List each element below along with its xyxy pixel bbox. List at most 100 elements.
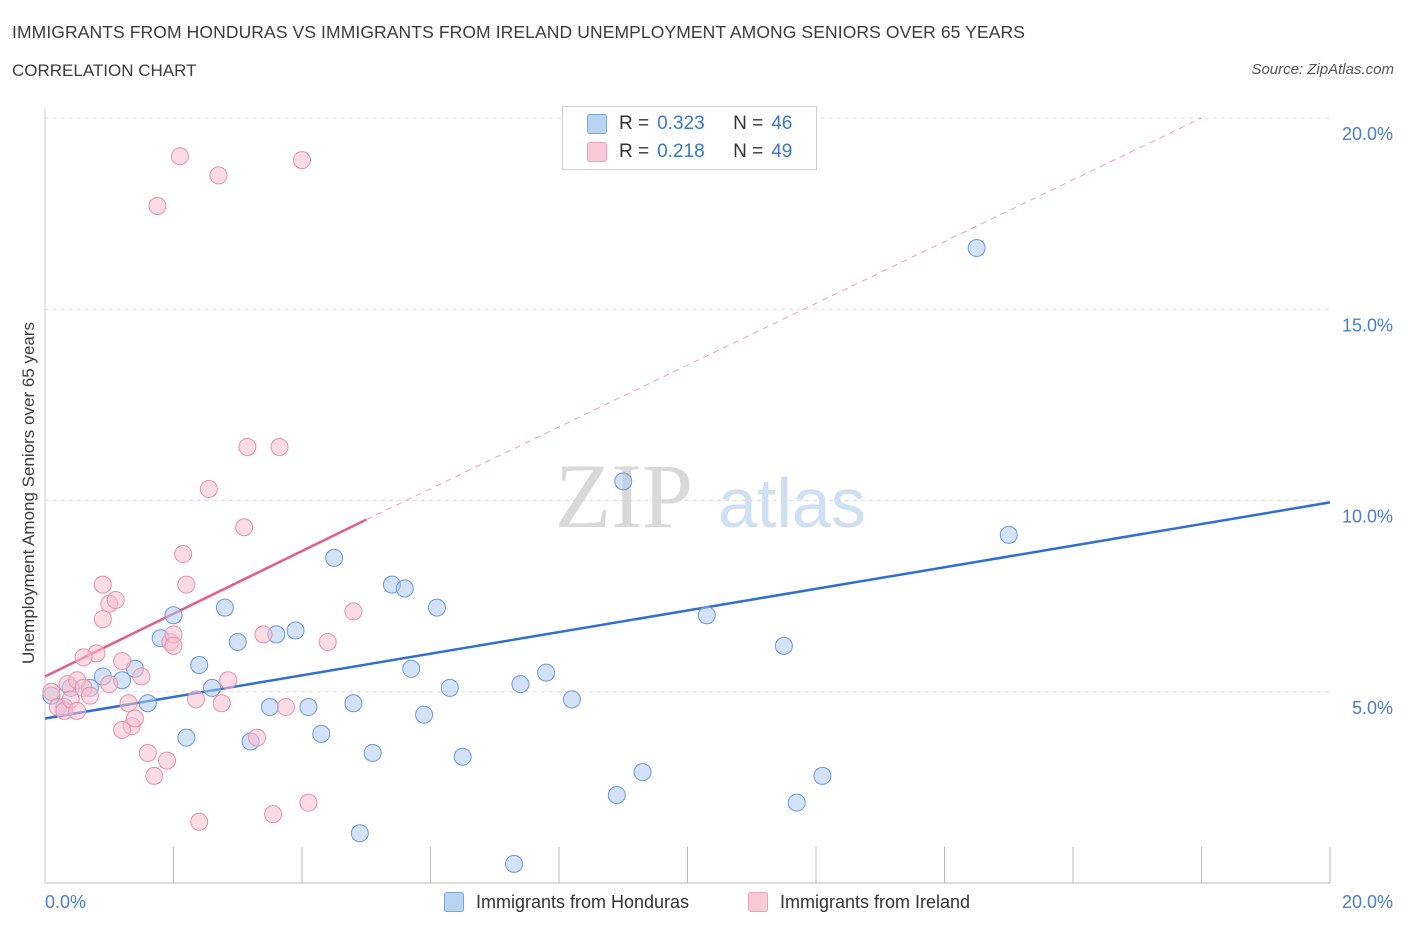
chart-subtitle: CORRELATION CHART bbox=[12, 61, 197, 80]
legend-label-ireland: Immigrants from Ireland bbox=[780, 891, 971, 912]
point-honduras bbox=[190, 655, 209, 674]
point-ireland bbox=[254, 625, 273, 644]
point-honduras bbox=[402, 659, 421, 678]
point-ireland bbox=[113, 721, 132, 739]
axes bbox=[44, 108, 1331, 884]
point-honduras bbox=[453, 747, 472, 766]
tick-labels: 5.0% 10.0% 15.0% 20.0% 0.0% 20.0% bbox=[45, 124, 1393, 912]
point-ireland bbox=[138, 743, 157, 762]
x-tick-label: 0.0% bbox=[45, 892, 86, 912]
point-ireland bbox=[264, 805, 283, 824]
data-points bbox=[42, 116, 1018, 873]
point-ireland bbox=[318, 633, 337, 652]
stats-legend: R = 0.323 N = 46 R = 0.218 N = 49 bbox=[562, 106, 817, 170]
point-honduras bbox=[614, 472, 633, 491]
point-ireland bbox=[164, 636, 183, 655]
point-honduras bbox=[312, 724, 331, 743]
point-honduras bbox=[999, 525, 1018, 544]
point-honduras bbox=[505, 854, 524, 873]
legend-row-ireland: R = 0.218 N = 49 bbox=[587, 141, 792, 163]
point-ireland bbox=[270, 437, 289, 456]
point-honduras bbox=[697, 606, 716, 625]
n-value: 46 bbox=[771, 113, 793, 134]
point-honduras bbox=[177, 728, 196, 747]
point-ireland bbox=[238, 437, 257, 456]
r-value: 0.323 bbox=[657, 113, 705, 134]
point-honduras bbox=[787, 793, 806, 812]
point-ireland bbox=[219, 671, 238, 690]
point-honduras bbox=[607, 786, 626, 805]
point-honduras bbox=[344, 694, 363, 713]
point-honduras bbox=[164, 606, 183, 625]
y-tick-label: 5.0% bbox=[1352, 698, 1393, 718]
point-ireland bbox=[119, 694, 138, 713]
point-ireland bbox=[186, 690, 205, 709]
point-ireland bbox=[42, 682, 61, 701]
watermark: ZIP atlas bbox=[555, 445, 866, 547]
point-honduras bbox=[415, 705, 434, 724]
point-ireland bbox=[68, 701, 87, 720]
point-honduras bbox=[427, 598, 446, 617]
trend-line-ireland bbox=[366, 117, 1202, 521]
watermark-zip: ZIP bbox=[555, 445, 693, 547]
point-ireland bbox=[248, 728, 267, 747]
point-honduras bbox=[511, 675, 530, 694]
y-tick-label: 20.0% bbox=[1342, 124, 1393, 144]
gridlines bbox=[45, 117, 1330, 693]
point-honduras bbox=[363, 743, 382, 762]
ireland-swatch bbox=[748, 892, 768, 912]
point-honduras bbox=[138, 694, 157, 713]
point-ireland bbox=[293, 151, 311, 170]
point-honduras bbox=[286, 621, 305, 640]
ireland-swatch bbox=[587, 142, 607, 162]
point-honduras bbox=[215, 598, 234, 617]
n-label: N = bbox=[733, 113, 764, 134]
point-ireland bbox=[177, 575, 196, 594]
point-ireland bbox=[212, 694, 231, 713]
trend-line-honduras bbox=[44, 501, 1331, 720]
point-ireland bbox=[80, 686, 99, 705]
point-honduras bbox=[440, 678, 459, 697]
point-ireland bbox=[235, 518, 254, 537]
y-tick-label: 15.0% bbox=[1342, 315, 1393, 335]
point-honduras bbox=[325, 548, 344, 567]
point-ireland bbox=[74, 648, 93, 667]
n-value: 49 bbox=[771, 141, 793, 162]
point-ireland bbox=[276, 698, 295, 717]
legend-row-honduras: R = 0.323 N = 46 bbox=[587, 113, 792, 135]
point-ireland bbox=[344, 602, 363, 621]
point-ireland bbox=[125, 709, 144, 728]
point-ireland bbox=[132, 667, 151, 686]
honduras-swatch bbox=[444, 892, 464, 912]
point-honduras bbox=[299, 698, 318, 717]
trend-lines bbox=[44, 117, 1331, 720]
point-honduras bbox=[537, 663, 556, 682]
point-ireland bbox=[190, 812, 209, 831]
source-label: Source: ZipAtlas.com bbox=[1251, 61, 1394, 78]
point-ireland bbox=[93, 575, 112, 594]
point-honduras bbox=[228, 633, 247, 652]
legend-label-honduras: Immigrants from Honduras bbox=[476, 891, 690, 912]
y-axis-label: Unemployment Among Seniors over 65 years bbox=[19, 321, 38, 665]
point-honduras bbox=[967, 239, 986, 258]
point-honduras bbox=[350, 824, 369, 843]
point-ireland bbox=[145, 766, 164, 785]
r-label: R = bbox=[619, 113, 650, 134]
n-label: N = bbox=[733, 141, 764, 162]
point-ireland bbox=[100, 675, 119, 694]
point-honduras bbox=[562, 690, 581, 709]
legend-item-ireland[interactable]: Immigrants from Ireland bbox=[748, 890, 970, 914]
point-ireland bbox=[106, 590, 125, 609]
point-ireland bbox=[158, 751, 177, 770]
point-honduras bbox=[633, 763, 652, 782]
legend-item-honduras[interactable]: Immigrants from Honduras bbox=[444, 890, 689, 914]
point-ireland bbox=[174, 545, 193, 564]
point-honduras bbox=[395, 579, 414, 598]
point-ireland bbox=[299, 793, 318, 812]
chart-title: IMMIGRANTS FROM HONDURAS VS IMMIGRANTS F… bbox=[12, 22, 1025, 42]
point-honduras bbox=[203, 678, 222, 697]
r-label: R = bbox=[619, 141, 650, 162]
watermark-atlas: atlas bbox=[718, 464, 866, 542]
x-tick-label: 20.0% bbox=[1342, 892, 1393, 912]
